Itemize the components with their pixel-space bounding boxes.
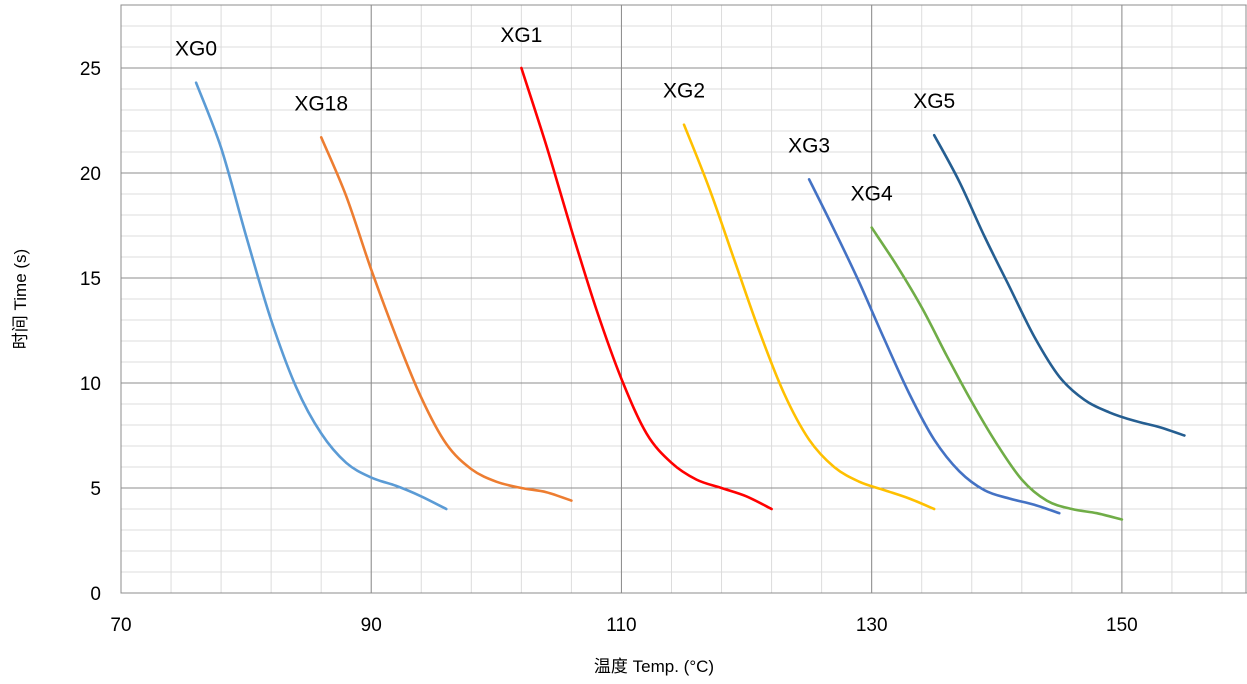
x-tick-label: 90 bbox=[361, 615, 382, 636]
y-tick-label: 20 bbox=[80, 164, 101, 185]
x-axis-tick-labels: 70 90 110 130 150 bbox=[110, 615, 1137, 636]
series-lines bbox=[194, 66, 1186, 521]
x-tick-label: 110 bbox=[606, 615, 636, 636]
y-axis-title: 时间 Time (s) bbox=[11, 249, 30, 349]
series-line-xg18 bbox=[319, 136, 573, 502]
y-axis-tick-labels: 0 5 10 15 20 25 bbox=[80, 59, 101, 605]
y-tick-label: 10 bbox=[80, 374, 101, 395]
series-label-xg0: XG0 bbox=[175, 38, 217, 61]
series-label-xg3: XG3 bbox=[788, 134, 830, 157]
y-tick-label: 0 bbox=[90, 584, 101, 605]
series-line-xg2 bbox=[682, 123, 936, 511]
y-tick-label: 25 bbox=[80, 59, 101, 80]
series-label-xg1: XG1 bbox=[500, 24, 542, 47]
y-tick-label: 15 bbox=[80, 269, 101, 290]
series-line-xg1 bbox=[520, 66, 773, 511]
series-label-xg5: XG5 bbox=[913, 90, 955, 113]
series-line-xg3 bbox=[807, 178, 1061, 515]
series-label-xg4: XG4 bbox=[851, 183, 893, 206]
x-tick-label: 150 bbox=[1106, 615, 1138, 636]
series-line-xg4 bbox=[870, 226, 1124, 521]
x-axis-title: 温度 Temp. (°C) bbox=[594, 657, 714, 676]
y-tick-label: 5 bbox=[90, 479, 101, 500]
plot-area-border bbox=[120, 4, 1247, 594]
x-tick-label: 70 bbox=[110, 615, 131, 636]
x-tick-label: 130 bbox=[856, 615, 888, 636]
series-labels: XG0 XG18 XG1 XG2 XG3 XG4 XG5 bbox=[175, 24, 955, 206]
series-line-xg0 bbox=[194, 81, 448, 511]
series-label-xg18: XG18 bbox=[294, 92, 348, 115]
series-label-xg2: XG2 bbox=[663, 80, 705, 103]
series-line-xg5 bbox=[932, 133, 1186, 437]
